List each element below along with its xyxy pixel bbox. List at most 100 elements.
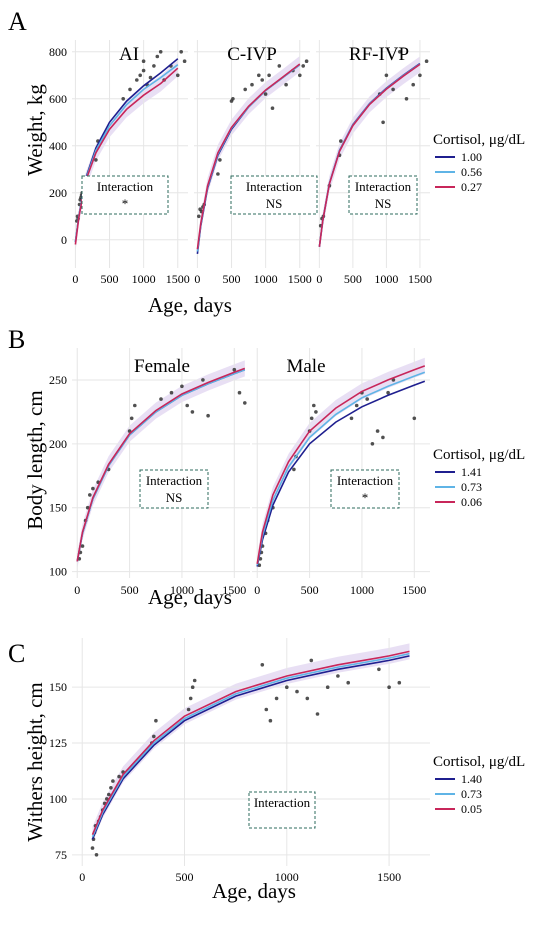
confidence-band <box>257 357 425 572</box>
data-point <box>133 403 137 408</box>
x-tick-label: 1500 <box>222 583 246 597</box>
facet-title: Male <box>286 356 325 377</box>
legend-item-label: 0.56 <box>461 165 482 179</box>
y-axis-label: Body length, cm <box>23 390 47 529</box>
series-line <box>318 63 421 247</box>
legend-item-label: 1.40 <box>461 772 482 786</box>
y-tick-label: 125 <box>49 736 67 750</box>
series-line <box>256 365 426 565</box>
interaction-significance: * <box>362 490 369 505</box>
data-point <box>250 82 254 87</box>
data-point <box>301 64 306 68</box>
data-point <box>237 390 242 395</box>
series-line <box>318 63 421 247</box>
data-point <box>349 416 354 421</box>
data-point <box>387 685 391 689</box>
x-tick-label: 1000 <box>254 272 278 286</box>
series-line <box>91 652 410 838</box>
data-point <box>148 75 153 80</box>
x-tick-label: 500 <box>301 583 319 597</box>
x-axis-label: Age, days <box>148 293 232 317</box>
interaction-significance: NS <box>266 196 283 211</box>
data-point <box>404 97 409 101</box>
data-point <box>231 97 235 101</box>
chart-content <box>74 50 429 857</box>
y-tick-label: 400 <box>49 139 67 153</box>
x-tick-label: 500 <box>344 272 362 286</box>
data-point <box>270 106 275 110</box>
x-tick-label: 0 <box>79 870 85 884</box>
data-point <box>312 403 316 408</box>
data-point <box>176 73 180 78</box>
data-point <box>152 64 156 68</box>
data-point <box>384 73 389 78</box>
data-point <box>179 50 183 54</box>
interaction-box <box>139 469 209 509</box>
y-tick-label: 600 <box>49 92 67 106</box>
data-point <box>424 59 429 63</box>
data-point <box>365 397 370 401</box>
y-axis-label: Withers height, cm <box>23 682 47 842</box>
data-point <box>314 410 318 414</box>
data-point <box>284 82 288 87</box>
interaction-significance: NS <box>375 196 392 211</box>
data-point <box>277 64 282 68</box>
legend-item-label: 0.73 <box>461 480 482 494</box>
data-point <box>346 680 351 685</box>
legend-item-label: 0.05 <box>461 802 482 816</box>
data-point <box>315 712 320 716</box>
y-tick-label: 800 <box>49 45 67 59</box>
x-tick-label: 0 <box>254 583 260 597</box>
data-point <box>295 689 299 694</box>
data-point <box>232 367 237 372</box>
panel-label: C <box>8 639 25 668</box>
data-point <box>111 779 115 783</box>
x-tick-label: 1500 <box>377 870 401 884</box>
data-point <box>135 78 139 82</box>
facet-title: AI <box>119 44 139 65</box>
y-tick-label: 150 <box>49 501 67 515</box>
x-tick-label: 0 <box>74 583 80 597</box>
interaction-label: Interaction <box>246 179 303 194</box>
data-point <box>185 403 189 408</box>
interaction-box <box>348 175 418 215</box>
data-point <box>121 97 125 101</box>
x-tick-label: 500 <box>223 272 241 286</box>
data-point <box>216 172 220 176</box>
data-point <box>274 696 279 701</box>
data-point <box>141 68 146 73</box>
data-point <box>94 853 99 857</box>
x-tick-label: 1000 <box>374 272 398 286</box>
data-point <box>398 50 402 54</box>
x-tick-label: 500 <box>121 583 139 597</box>
interaction-label: Interaction <box>146 473 203 488</box>
data-point <box>325 685 330 689</box>
data-point <box>88 493 92 497</box>
x-axis-label: Age, days <box>212 879 296 903</box>
data-point <box>375 429 380 433</box>
legend-item-label: 0.73 <box>461 787 482 801</box>
data-point <box>201 378 205 382</box>
data-point <box>336 674 340 678</box>
legend-item-label: 1.41 <box>461 465 482 479</box>
data-point <box>381 120 385 125</box>
data-point <box>117 774 121 779</box>
data-point <box>107 792 111 797</box>
y-tick-label: 75 <box>55 848 67 862</box>
data-point <box>94 158 98 162</box>
interaction-box <box>230 175 318 215</box>
data-point <box>154 718 158 723</box>
data-point <box>141 59 146 63</box>
data-point <box>264 707 269 712</box>
interaction-box <box>330 469 400 509</box>
data-point <box>285 685 289 689</box>
series-line <box>74 67 179 245</box>
facet-title: Female <box>134 356 190 377</box>
data-point <box>267 73 271 78</box>
interaction-label: Interaction <box>355 179 412 194</box>
data-point <box>257 73 261 78</box>
x-tick-label: 500 <box>176 870 194 884</box>
data-point <box>377 667 381 672</box>
legend-title: Cortisol, μg/dL <box>433 447 525 463</box>
